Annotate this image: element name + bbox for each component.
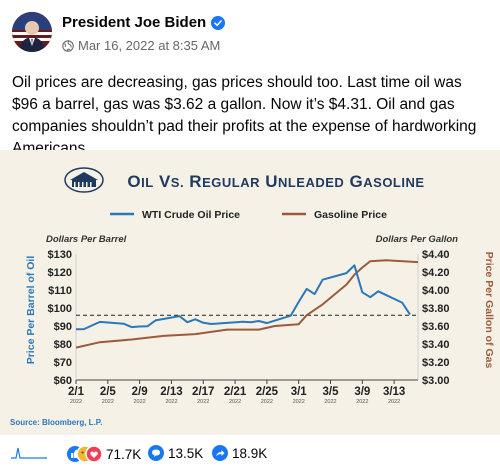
legend-oil-label: WTI Crude Oil Price (142, 209, 240, 221)
x-tick-label: 2/1 (68, 386, 85, 398)
x-tick-label: 3/13 (383, 386, 405, 398)
avatar[interactable] (12, 12, 52, 52)
x-tick-year: 2022 (134, 399, 146, 405)
y-tick-left-label: $100 (48, 303, 72, 315)
y-tick-left-label: $130 (48, 249, 72, 261)
y-tick-right-label: $4.40 (422, 249, 450, 261)
x-tick-year: 2022 (197, 399, 209, 405)
x-tick-year: 2022 (229, 399, 241, 405)
y-tick-right-label: $3.60 (422, 321, 450, 333)
y-tick-right-label: $3.20 (422, 357, 450, 369)
y-tick-left-label: $60 (54, 375, 72, 387)
x-tick-label: 3/1 (291, 386, 308, 398)
left-axis-units: Dollars Per Barrel (46, 234, 127, 245)
post-header: President Joe Biden Mar 16, 2022 at 8:35… (0, 0, 500, 62)
x-tick-year: 2022 (70, 399, 82, 405)
y-tick-right-label: $4.00 (422, 285, 450, 297)
comments-count[interactable]: 13.5K (168, 445, 204, 461)
y-tick-right-label: $3.80 (422, 303, 450, 315)
y-tick-right-label: $4.20 (422, 267, 450, 279)
post-text: Oil prices are decreasing, gas prices sh… (12, 74, 477, 157)
x-tick-year: 2022 (165, 399, 177, 405)
y-tick-right-label: $3.00 (422, 375, 450, 387)
legend-gas-label: Gasoline Price (314, 209, 387, 221)
x-tick-year: 2022 (388, 399, 400, 405)
verified-badge-icon (211, 15, 226, 30)
y-tick-left-label: $120 (48, 267, 72, 279)
gasoline-price-line (75, 259, 419, 349)
x-tick-label: 3/9 (354, 386, 370, 398)
y-tick-left-label: $70 (54, 357, 72, 369)
shares-count[interactable]: 18.9K (232, 445, 268, 461)
y-tick-left-label: $90 (54, 321, 72, 333)
comments-stat[interactable]: 13.5K (148, 445, 203, 461)
x-tick-label: 2/17 (192, 386, 214, 398)
likes-count[interactable]: 71.7K (106, 446, 142, 462)
x-tick-label: 2/25 (256, 386, 279, 398)
comment-icon (148, 445, 164, 461)
x-tick-year: 2022 (324, 399, 336, 405)
sparkline-icon (11, 447, 47, 459)
x-tick-label: 2/5 (100, 386, 117, 398)
reactions-bar: 71.7K 13.5K 18.9K (0, 436, 500, 472)
shares-stat[interactable]: 18.9K (212, 445, 267, 461)
x-tick-year: 2022 (102, 399, 114, 405)
legend: WTI Crude Oil Price Gasoline Price (110, 209, 387, 221)
author-name[interactable]: President Joe Biden (62, 14, 226, 31)
x-tick-label: 3/5 (323, 386, 340, 398)
x-tick-label: 2/13 (160, 386, 182, 398)
y-tick-left-label: $80 (54, 339, 72, 351)
x-tick-year: 2022 (261, 399, 273, 405)
wti-crude-oil-line (75, 264, 411, 331)
right-axis-units: Dollars Per Gallon (376, 234, 459, 245)
chart-title: OIL VS. REGULAR UNLEADED GASOLINE (127, 172, 424, 191)
post-timestamp[interactable]: Mar 16, 2022 at 8:35 AM (78, 38, 221, 53)
share-icon (212, 445, 228, 461)
left-axis-title: Price Per Barrel of Oil (25, 256, 37, 365)
plot-area: $130 $120 $110 $100 $90 $80 $70 $60 $4.40 $4.20 $4… (48, 249, 450, 405)
reaction-icons (67, 445, 102, 463)
x-tick-year: 2022 (293, 399, 305, 405)
x-tick-year: 2022 (356, 399, 368, 405)
reaction-summary[interactable]: 71.7K (66, 445, 141, 463)
y-tick-left-label: $110 (48, 285, 72, 297)
white-house-logo (64, 167, 104, 193)
x-tick-label: 2/9 (132, 386, 148, 398)
x-tick-label: 2/21 (224, 386, 247, 398)
chart-source: Source: Bloomberg, L.P. (10, 418, 102, 427)
post-meta: Mar 16, 2022 at 8:35 AM (62, 38, 220, 53)
right-axis-title: Price Per Gallon of Gas (483, 252, 495, 369)
price-chart: OIL VS. REGULAR UNLEADED GASOLINE WTI Cr… (10, 167, 495, 427)
y-tick-right-label: $3.40 (422, 339, 450, 351)
chart-graphic[interactable]: OIL VS. REGULAR UNLEADED GASOLINE WTI Cr… (0, 150, 500, 435)
author-name-text[interactable]: President Joe Biden (62, 14, 207, 31)
globe-icon (62, 39, 74, 52)
